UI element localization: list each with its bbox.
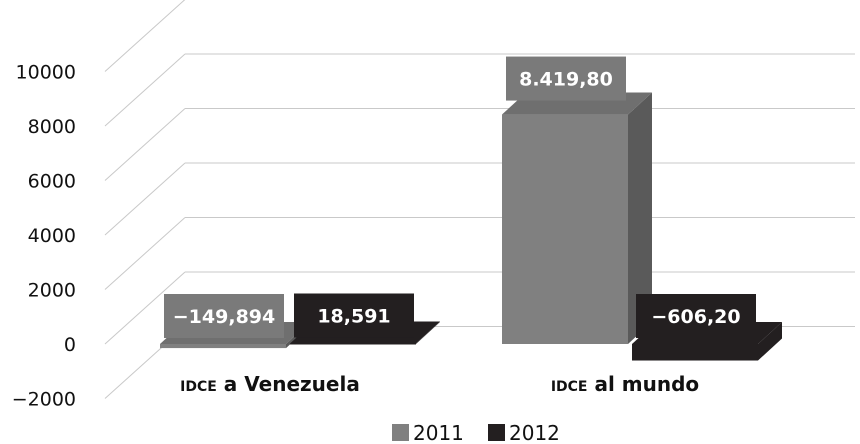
data-label-box bbox=[636, 294, 756, 338]
bar-2011-0-front bbox=[160, 344, 286, 349]
category-label-text: al mundo bbox=[588, 372, 700, 396]
y-tick-label: 0 bbox=[64, 334, 76, 356]
legend-swatch bbox=[488, 424, 505, 441]
legend: 2011 2012 bbox=[392, 421, 560, 444]
y-tick-label: 8000 bbox=[28, 116, 76, 138]
legend-swatch bbox=[392, 424, 409, 441]
category-labels: IDCE a Venezuela IDCE al mundo bbox=[180, 372, 699, 396]
y-axis: −2000 0 2000 4000 6000 8000 10000 bbox=[12, 62, 76, 411]
data-label-box bbox=[164, 294, 284, 338]
bar-2011-1 bbox=[502, 92, 652, 344]
gridline-diagonal bbox=[104, 217, 186, 290]
data-labels: −149,894 8.419,80 18,591 −606,20 bbox=[164, 56, 756, 338]
bar-2011-1-front bbox=[502, 114, 628, 344]
legend-label: 2011 bbox=[413, 421, 464, 444]
y-tick-label: 10000 bbox=[16, 62, 76, 84]
category-label-prefix: IDCE bbox=[180, 379, 217, 395]
category-label-prefix: IDCE bbox=[551, 379, 588, 395]
data-label-box bbox=[506, 56, 626, 101]
category-label: IDCE al mundo bbox=[551, 372, 699, 396]
y-tick-label: −2000 bbox=[12, 389, 76, 411]
data-label: −149,894 bbox=[173, 306, 275, 328]
bar-2012-0-side bbox=[416, 321, 440, 344]
legend-label: 2012 bbox=[509, 421, 560, 444]
gridline-diagonal bbox=[104, 108, 186, 181]
data-label: −606,20 bbox=[651, 306, 740, 328]
y-tick-label: 2000 bbox=[28, 280, 76, 302]
bar-2012-1-side bbox=[758, 322, 782, 361]
gridline-diagonal bbox=[104, 271, 186, 345]
data-label-box bbox=[294, 293, 414, 338]
bar-2012-0-front bbox=[290, 343, 416, 345]
category-label: IDCE a Venezuela bbox=[180, 372, 360, 396]
y-tick-label: 6000 bbox=[28, 171, 76, 193]
category-label-text: a Venezuela bbox=[217, 372, 360, 396]
gridline-diagonal bbox=[104, 162, 186, 236]
y-tick-label: 4000 bbox=[28, 225, 76, 247]
data-label: 8.419,80 bbox=[519, 69, 613, 91]
gridline-diagonal bbox=[104, 0, 186, 72]
bar-2011-1-side bbox=[628, 92, 652, 344]
gridline-diagonal bbox=[104, 53, 186, 127]
data-label: 18,591 bbox=[317, 305, 390, 327]
bar-2012-1-front bbox=[632, 344, 758, 361]
